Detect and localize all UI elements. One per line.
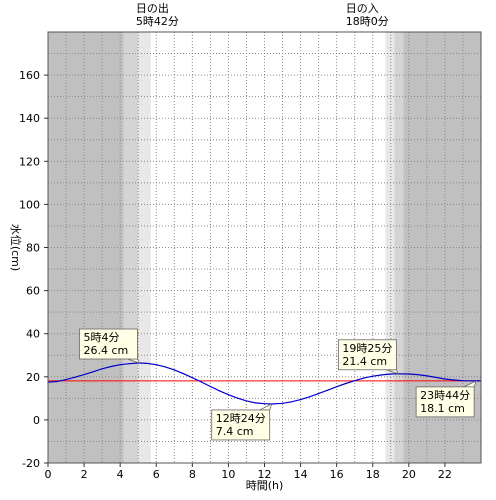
tide-point xyxy=(462,380,464,382)
tide-point xyxy=(92,371,94,373)
sunset-time: 18時0分 xyxy=(346,15,389,28)
x-tick-label: 2 xyxy=(81,468,88,481)
tide-point xyxy=(65,379,67,381)
callout-time: 12時24分 xyxy=(216,412,266,425)
x-tick-label: 4 xyxy=(117,468,124,481)
tide-point xyxy=(417,374,419,376)
tide-point xyxy=(200,381,202,383)
x-tick-label: 14 xyxy=(294,468,308,481)
y-tick-label: 120 xyxy=(19,155,40,168)
tide-point xyxy=(236,397,239,399)
y-tick-label: 40 xyxy=(26,328,40,341)
tide-point xyxy=(218,390,220,392)
tide-point xyxy=(101,368,103,370)
tide-point xyxy=(408,373,410,375)
sun-labels: 日の出 5時42分 日の入 18時0分 xyxy=(136,1,389,28)
callout-time: 5時4分 xyxy=(83,331,119,344)
tide-point xyxy=(444,378,446,380)
tide-point xyxy=(110,365,112,368)
x-tick-label: 0 xyxy=(45,468,52,481)
tide-point xyxy=(327,389,329,391)
callout-value: 18.1 cm xyxy=(420,402,465,415)
tide-point xyxy=(390,373,392,375)
y-axis-label: 水位(cm) xyxy=(9,224,23,271)
tide-point xyxy=(56,380,58,383)
tide-point xyxy=(245,400,248,402)
axis-ticks: 0 2 4 6 8 10 12 14 16 18 20 22 -20 0 20 40 60 80 100 120 140… xyxy=(19,69,452,481)
daylight-band xyxy=(394,32,404,463)
tide-point xyxy=(345,382,347,385)
callout-time: 19時25分 xyxy=(342,342,392,355)
x-tick-label: 6 xyxy=(153,468,160,481)
tide-point xyxy=(128,363,130,365)
callout-box xyxy=(79,328,138,360)
x-tick-label: 8 xyxy=(189,468,196,481)
tide-point xyxy=(227,394,230,396)
y-tick-label: 80 xyxy=(26,242,40,255)
tide-point xyxy=(83,374,85,376)
tide-point xyxy=(290,401,293,403)
y-tick-label: -20 xyxy=(22,457,40,470)
tide-point xyxy=(254,402,257,404)
tide-point xyxy=(354,380,356,382)
tide-curve-group xyxy=(47,362,482,405)
callout-value: 26.4 cm xyxy=(83,344,128,357)
x-tick-label: 18 xyxy=(366,468,380,481)
tide-point xyxy=(426,375,428,377)
tide-point xyxy=(164,366,166,368)
tide-point xyxy=(318,393,320,395)
tide-point xyxy=(381,374,383,376)
tide-point xyxy=(299,399,302,401)
y-tick-label: 0 xyxy=(33,414,40,427)
tide-point xyxy=(309,396,311,398)
tide-point xyxy=(155,364,157,366)
x-tick-label: 16 xyxy=(330,468,344,481)
x-tick-label: 20 xyxy=(402,468,416,481)
grid xyxy=(48,32,481,463)
daylight-band xyxy=(385,32,395,463)
tide-point xyxy=(336,386,338,388)
x-tick-label: 12 xyxy=(258,468,272,481)
tide-point xyxy=(453,379,455,381)
callout-value: 7.4 cm xyxy=(216,425,254,438)
x-tick-label: 22 xyxy=(438,468,452,481)
tide-point xyxy=(146,362,148,365)
tide-point xyxy=(281,402,284,404)
x-tick-label: 10 xyxy=(221,468,235,481)
y-tick-label: 160 xyxy=(19,69,40,82)
daylight-band xyxy=(123,32,139,463)
sunrise-heading: 日の出 xyxy=(136,1,169,15)
tide-point xyxy=(191,377,193,379)
callout-box xyxy=(337,339,397,371)
tide-curve xyxy=(47,362,481,405)
tide-point xyxy=(363,377,365,379)
callout-box xyxy=(415,386,475,418)
tide-point xyxy=(372,375,374,377)
tide-point xyxy=(182,372,184,375)
callout-value: 21.4 cm xyxy=(342,355,387,368)
y-tick-label: 20 xyxy=(26,371,40,384)
tide-point xyxy=(74,376,76,378)
x-axis-label: 時間(h) xyxy=(246,479,284,492)
sunset-heading: 日の入 xyxy=(346,2,379,15)
tide-point xyxy=(209,385,211,388)
tide-point xyxy=(119,364,121,366)
callout-box xyxy=(211,409,271,441)
y-tick-label: 140 xyxy=(19,112,40,125)
callout-time: 23時44分 xyxy=(420,389,470,402)
sunrise-time: 5時42分 xyxy=(136,15,179,28)
tide-point xyxy=(263,403,266,405)
tide-point xyxy=(173,369,175,371)
daylight-band xyxy=(48,32,124,463)
y-tick-label: 60 xyxy=(26,285,40,298)
y-tick-label: 100 xyxy=(19,198,40,211)
tide-point xyxy=(435,376,437,379)
